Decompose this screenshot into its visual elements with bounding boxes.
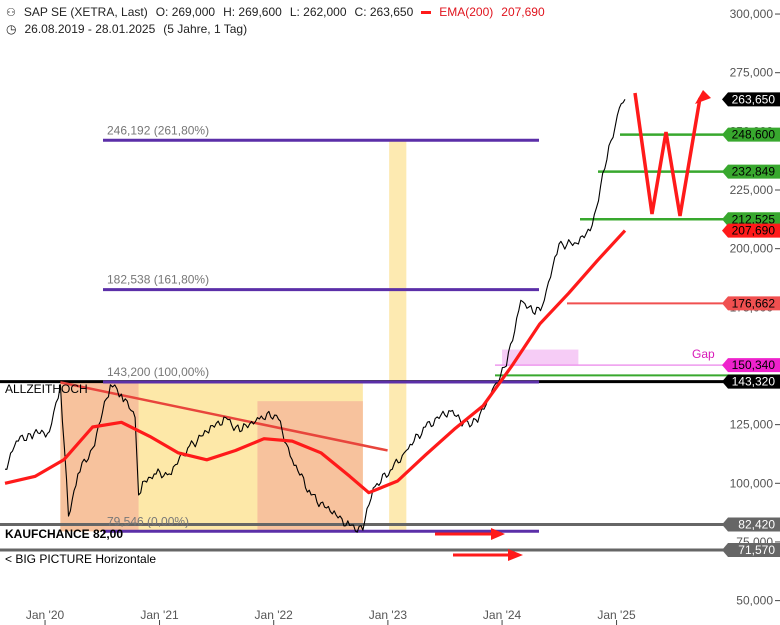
price-tag-label: 232,849 bbox=[732, 165, 776, 179]
big-picture-arrowhead bbox=[508, 549, 523, 561]
price-tag-label: 207,690 bbox=[732, 224, 776, 238]
x-tick-label: Jan '21 bbox=[140, 608, 179, 622]
price-tag: 248,600 bbox=[722, 127, 780, 142]
price-tag: 207,690 bbox=[722, 223, 780, 238]
y-tick-label: 275,000 bbox=[730, 66, 774, 80]
y-tick-label: 200,000 bbox=[730, 242, 774, 256]
price-tag-bg bbox=[722, 517, 780, 532]
y-tick-label: 50,000 bbox=[736, 594, 773, 608]
high-value: H: 269,600 bbox=[223, 5, 282, 19]
x-tick-label: Jan '25 bbox=[597, 608, 636, 622]
price-tag-label: 248,600 bbox=[732, 128, 776, 142]
allzeithoch-label: ALLZEITHOCH bbox=[5, 382, 88, 396]
gap-label: Gap bbox=[692, 347, 715, 361]
ema-series-line bbox=[4, 229, 627, 495]
price-tag-bg bbox=[722, 358, 780, 373]
x-tick-label: Jan '20 bbox=[26, 608, 65, 622]
interval-label: (5 Jahre, 1 Tag) bbox=[163, 22, 248, 36]
y-tick-label: 125,000 bbox=[730, 418, 774, 432]
price-tag-bg bbox=[722, 223, 780, 238]
y-tick-label: 225,000 bbox=[730, 183, 774, 197]
y-tick-label: 100,000 bbox=[730, 476, 774, 490]
price-tag: 176,662 bbox=[722, 296, 780, 311]
price-tag-label: 176,662 bbox=[732, 296, 776, 310]
price-tag: 82,420 bbox=[722, 517, 780, 532]
w-projection-arrowhead bbox=[695, 90, 711, 104]
price-tag: 143,320 bbox=[722, 374, 780, 389]
chart-header: ⚇ SAP SE (XETRA, Last) O: 269,000 H: 269,60… bbox=[6, 5, 553, 19]
price-tag: 263,650 bbox=[722, 92, 780, 107]
w-projection-path bbox=[633, 92, 702, 217]
price-tag-label: 71,570 bbox=[738, 543, 775, 557]
fib-label: 143,200 (100,00%) bbox=[107, 365, 209, 379]
price-series-line bbox=[4, 99, 626, 533]
date-range: 26.08.2019 - 28.01.2025 bbox=[24, 22, 156, 36]
price-tag-bg bbox=[722, 164, 780, 179]
close-value: C: 263,650 bbox=[354, 5, 414, 19]
price-tag: 71,570 bbox=[722, 543, 780, 558]
breakout-zone-2023 bbox=[389, 140, 407, 532]
ema-legend-swatch bbox=[421, 11, 432, 15]
fib-label: 79,546 (0,00%) bbox=[107, 514, 189, 528]
fib-label: 246,192 (261,80%) bbox=[107, 123, 209, 137]
price-tag-bg bbox=[722, 374, 780, 389]
ema-legend-value: 207,690 bbox=[501, 5, 545, 19]
price-tag-label: 82,420 bbox=[738, 518, 775, 532]
big-picture-label: < BIG PICTURE Horizontale bbox=[5, 552, 156, 566]
clock-icon: ◷ bbox=[6, 22, 17, 36]
open-value: O: 269,000 bbox=[155, 5, 216, 19]
price-tag: 150,340 bbox=[722, 358, 780, 373]
price-tag-label: 150,340 bbox=[732, 358, 776, 372]
y-tick-label: 300,000 bbox=[730, 7, 774, 21]
price-tag-bg bbox=[722, 92, 780, 107]
drawdown-zone-2022 bbox=[257, 401, 363, 532]
price-tag-bg bbox=[722, 543, 780, 558]
price-tag-bg bbox=[722, 212, 780, 227]
chart-title: SAP SE (XETRA, Last) bbox=[23, 5, 148, 19]
low-value: L: 262,000 bbox=[289, 5, 347, 19]
ema-legend-label: EMA(200) bbox=[439, 5, 494, 19]
candle-icon: ⚇ bbox=[6, 7, 16, 19]
x-tick-label: Jan '24 bbox=[483, 608, 522, 622]
price-tag-bg bbox=[722, 296, 780, 311]
price-tag-label: 212,525 bbox=[732, 212, 776, 226]
price-tag-label: 263,650 bbox=[732, 92, 776, 106]
chart-subheader: ◷ 26.08.2019 - 28.01.2025 (5 Jahre, 1 Tag) bbox=[6, 22, 255, 36]
price-tag-label: 143,320 bbox=[732, 375, 776, 389]
drawdown-zone-2020 bbox=[60, 381, 139, 532]
price-tag: 212,525 bbox=[722, 212, 780, 227]
fib-label: 182,538 (161,80%) bbox=[107, 273, 209, 287]
x-tick-label: Jan '23 bbox=[369, 608, 408, 622]
price-tag: 232,849 bbox=[722, 164, 780, 179]
kaufchance-label: KAUFCHANCE 82,00 bbox=[5, 527, 123, 541]
price-tag-bg bbox=[722, 127, 780, 142]
kaufchance-arrowhead bbox=[491, 528, 505, 540]
x-tick-label: Jan '22 bbox=[255, 608, 294, 622]
downtrend-line bbox=[60, 381, 388, 452]
